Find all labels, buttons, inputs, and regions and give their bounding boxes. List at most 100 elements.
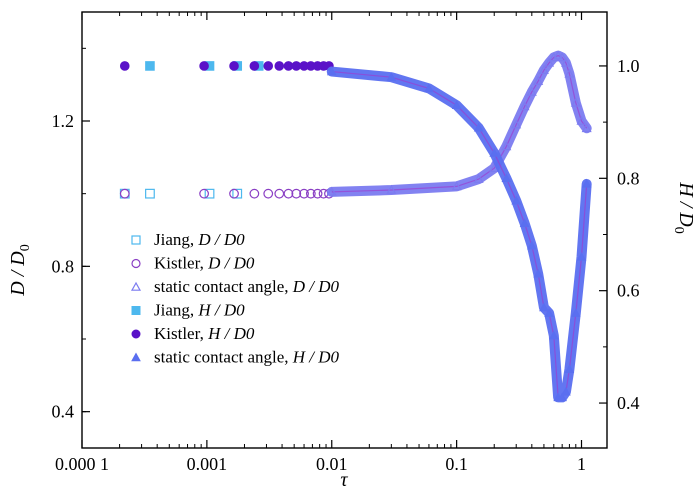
x-tick-label: 0.01	[316, 454, 348, 474]
data-point	[564, 68, 575, 78]
data-point	[283, 188, 294, 199]
data-point	[199, 61, 209, 71]
legend-marker	[131, 258, 141, 269]
y-left-axis-label: D / D0	[7, 244, 33, 296]
y-right-tick-label: 0.6	[617, 281, 640, 301]
data-point	[249, 61, 260, 71]
legend-label: Jiang, D / D0	[154, 230, 245, 249]
data-point	[519, 218, 530, 227]
data-point	[576, 115, 587, 125]
x-tick-label: 0.001	[187, 454, 228, 474]
data-point	[519, 101, 530, 111]
data-point	[544, 308, 554, 317]
data-point	[553, 50, 564, 60]
data-point	[557, 52, 568, 62]
series-4	[326, 50, 592, 197]
x-tick-label: 1	[577, 454, 586, 474]
data-point	[145, 61, 155, 71]
series-5	[326, 66, 592, 403]
data-point	[538, 64, 549, 74]
data-point	[249, 188, 260, 199]
series-3	[119, 61, 334, 71]
data-point	[451, 181, 462, 191]
tick-marks	[81, 12, 607, 448]
y-left-tick-label: 0.4	[52, 402, 75, 422]
data-point	[539, 302, 549, 312]
series-0	[119, 188, 243, 199]
data-point	[501, 173, 512, 183]
data-point	[326, 186, 337, 196]
legend-marker	[131, 306, 141, 315]
data-point	[229, 188, 239, 199]
series-trail-edge	[331, 70, 588, 399]
data-point	[386, 72, 397, 81]
data-point	[145, 188, 155, 199]
data-point	[473, 122, 484, 132]
y-right-tick-label: 0.4	[617, 393, 640, 413]
data-point	[386, 184, 397, 194]
data-point	[204, 188, 215, 199]
x-tick-label: 0.1	[445, 454, 468, 474]
data-point	[526, 86, 537, 96]
legend-label: static contact angle, H / D0	[154, 348, 340, 367]
legend: Jiang, D / D0 Kistler, D / D0 static conta…	[130, 230, 340, 367]
data-point	[561, 386, 571, 396]
legend-label: static contact angle, D / D0	[154, 277, 340, 296]
data-point	[326, 66, 337, 76]
data-point	[263, 188, 274, 199]
data-point	[533, 268, 544, 278]
tick-labels: 0.000 1 0.001 0.01 0.1 1 0.4 0.8 1.2 0.4 0.6 0.8 1.…	[52, 56, 640, 474]
data-point	[511, 195, 522, 205]
data-point	[263, 61, 274, 71]
data-point	[526, 240, 537, 250]
data-point	[451, 100, 462, 109]
data-point	[232, 188, 243, 199]
data-point	[581, 123, 592, 133]
y-right-tick-label: 0.8	[617, 168, 640, 188]
data-point	[274, 188, 285, 199]
data-point	[291, 188, 302, 199]
data-point	[473, 173, 484, 183]
svg-text:D / D0: D / D0	[7, 244, 33, 296]
y-left-tick-label: 1.2	[52, 111, 75, 131]
data-layer	[119, 50, 592, 403]
legend-label: Kistler, D / D0	[154, 254, 255, 273]
data-point	[229, 61, 239, 71]
data-point	[544, 57, 555, 67]
data-point	[299, 188, 309, 199]
data-point	[119, 61, 130, 71]
data-point	[489, 147, 500, 157]
data-point	[199, 188, 209, 199]
data-point	[570, 97, 581, 107]
y-right-axis-label: H / D0	[671, 181, 697, 233]
legend-marker	[131, 352, 141, 362]
series-trail	[326, 66, 592, 403]
data-point	[560, 57, 571, 67]
data-point	[570, 308, 581, 317]
data-point	[424, 83, 434, 93]
legend-marker	[131, 235, 141, 245]
series-1	[119, 188, 334, 199]
data-point	[548, 330, 559, 340]
data-point	[305, 188, 316, 199]
data-point	[312, 188, 323, 199]
data-point	[511, 119, 522, 129]
data-point	[557, 392, 568, 402]
svg-text:H / D0: H / D0	[671, 181, 697, 233]
y-left-tick-label: 0.8	[52, 256, 75, 276]
data-point	[119, 188, 130, 199]
legend-label: Kistler, H / D0	[154, 324, 255, 343]
data-point	[283, 61, 294, 71]
data-point	[581, 178, 592, 188]
legend-marker	[131, 329, 141, 339]
plot-frame	[81, 11, 608, 449]
legend-label: Jiang, H / D0	[154, 301, 245, 320]
y-right-tick-label: 1.0	[617, 56, 640, 76]
data-point	[576, 251, 587, 261]
data-point	[564, 364, 575, 374]
data-point	[533, 75, 544, 85]
x-tick-label: 0.000 1	[55, 454, 109, 474]
data-point	[274, 61, 285, 71]
legend-marker	[130, 281, 142, 291]
